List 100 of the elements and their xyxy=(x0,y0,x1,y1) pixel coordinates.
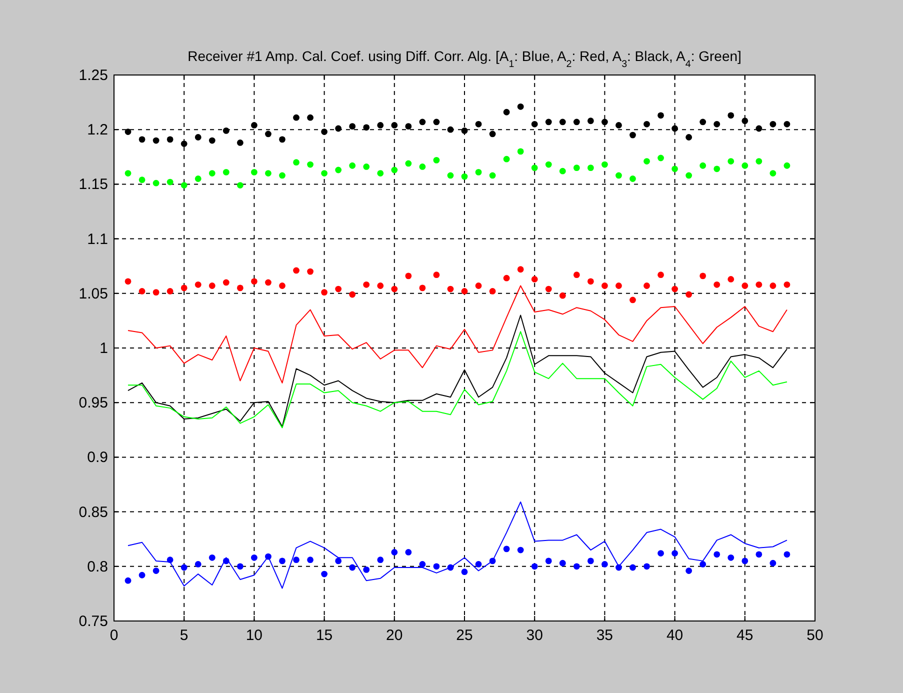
point xyxy=(419,561,426,568)
point xyxy=(222,127,230,134)
point xyxy=(265,279,272,286)
y-tick-label: 0.75 xyxy=(78,613,108,630)
point xyxy=(166,288,174,294)
point xyxy=(770,560,776,566)
y-tick-label: 0.9 xyxy=(87,449,108,466)
y-tick-label: 0.85 xyxy=(78,504,108,521)
point xyxy=(180,284,188,292)
point xyxy=(363,566,370,573)
point xyxy=(251,168,258,176)
point xyxy=(236,182,244,188)
point xyxy=(363,124,370,131)
x-tick-label: 45 xyxy=(736,627,754,644)
line-series xyxy=(128,501,788,589)
point xyxy=(419,164,426,170)
point xyxy=(573,118,580,126)
x-tick-label: 40 xyxy=(666,627,684,644)
point xyxy=(433,563,440,570)
point xyxy=(489,172,496,179)
point xyxy=(531,164,538,172)
point xyxy=(447,126,454,133)
point xyxy=(419,284,426,292)
point xyxy=(349,291,356,298)
y-tick-label: 0.95 xyxy=(78,394,108,412)
point xyxy=(236,140,244,146)
point xyxy=(279,558,286,564)
point xyxy=(138,136,146,143)
point xyxy=(630,176,636,182)
point xyxy=(672,125,678,132)
point xyxy=(770,120,776,128)
point xyxy=(251,278,258,285)
point xyxy=(545,558,552,564)
point xyxy=(517,266,524,273)
point xyxy=(658,112,664,119)
point xyxy=(447,564,454,571)
point xyxy=(124,577,132,584)
point xyxy=(531,276,538,282)
point xyxy=(222,279,230,286)
point xyxy=(166,136,174,143)
point xyxy=(152,137,160,144)
point xyxy=(335,286,342,292)
point xyxy=(208,282,216,289)
x-tick-label: 15 xyxy=(316,627,333,644)
point xyxy=(391,286,398,292)
point xyxy=(742,282,748,289)
point xyxy=(503,156,510,162)
point xyxy=(517,546,524,554)
point xyxy=(377,122,384,128)
point xyxy=(293,114,300,121)
point xyxy=(433,118,440,126)
point xyxy=(461,173,468,180)
point xyxy=(222,168,230,176)
point xyxy=(251,122,258,128)
point xyxy=(419,118,426,126)
point xyxy=(138,176,146,184)
x-tick-label: 5 xyxy=(180,627,188,644)
y-tick-label: 1.25 xyxy=(78,67,108,84)
point xyxy=(222,558,230,564)
point xyxy=(152,180,160,186)
point xyxy=(180,564,188,571)
point xyxy=(461,127,468,134)
point xyxy=(714,551,720,558)
point xyxy=(391,166,398,174)
point xyxy=(616,282,622,289)
x-tick-label: 25 xyxy=(456,627,473,644)
point xyxy=(616,122,622,128)
point xyxy=(307,114,314,121)
point xyxy=(770,170,776,176)
point xyxy=(279,172,286,179)
y-tick-label: 1 xyxy=(100,340,108,357)
point xyxy=(658,550,664,556)
point xyxy=(602,161,608,168)
y-tick-label: 1.1 xyxy=(87,230,108,248)
point xyxy=(658,154,664,162)
point xyxy=(138,572,146,578)
point xyxy=(573,164,580,172)
point xyxy=(124,128,132,135)
point xyxy=(475,120,482,128)
point xyxy=(728,112,734,119)
point xyxy=(728,276,734,282)
point xyxy=(602,282,608,289)
point xyxy=(714,166,720,172)
point xyxy=(208,170,216,176)
point xyxy=(686,134,692,140)
point xyxy=(700,272,706,280)
y-tick-label: 0.8 xyxy=(87,558,108,576)
point xyxy=(433,156,440,164)
point xyxy=(321,170,328,176)
point xyxy=(728,158,734,164)
point xyxy=(377,170,384,176)
point xyxy=(194,134,202,140)
point xyxy=(503,546,510,552)
point xyxy=(180,140,188,147)
point xyxy=(728,554,734,561)
point xyxy=(517,148,524,155)
point xyxy=(700,118,706,126)
point xyxy=(489,558,496,564)
point xyxy=(756,281,762,288)
point xyxy=(672,550,678,556)
